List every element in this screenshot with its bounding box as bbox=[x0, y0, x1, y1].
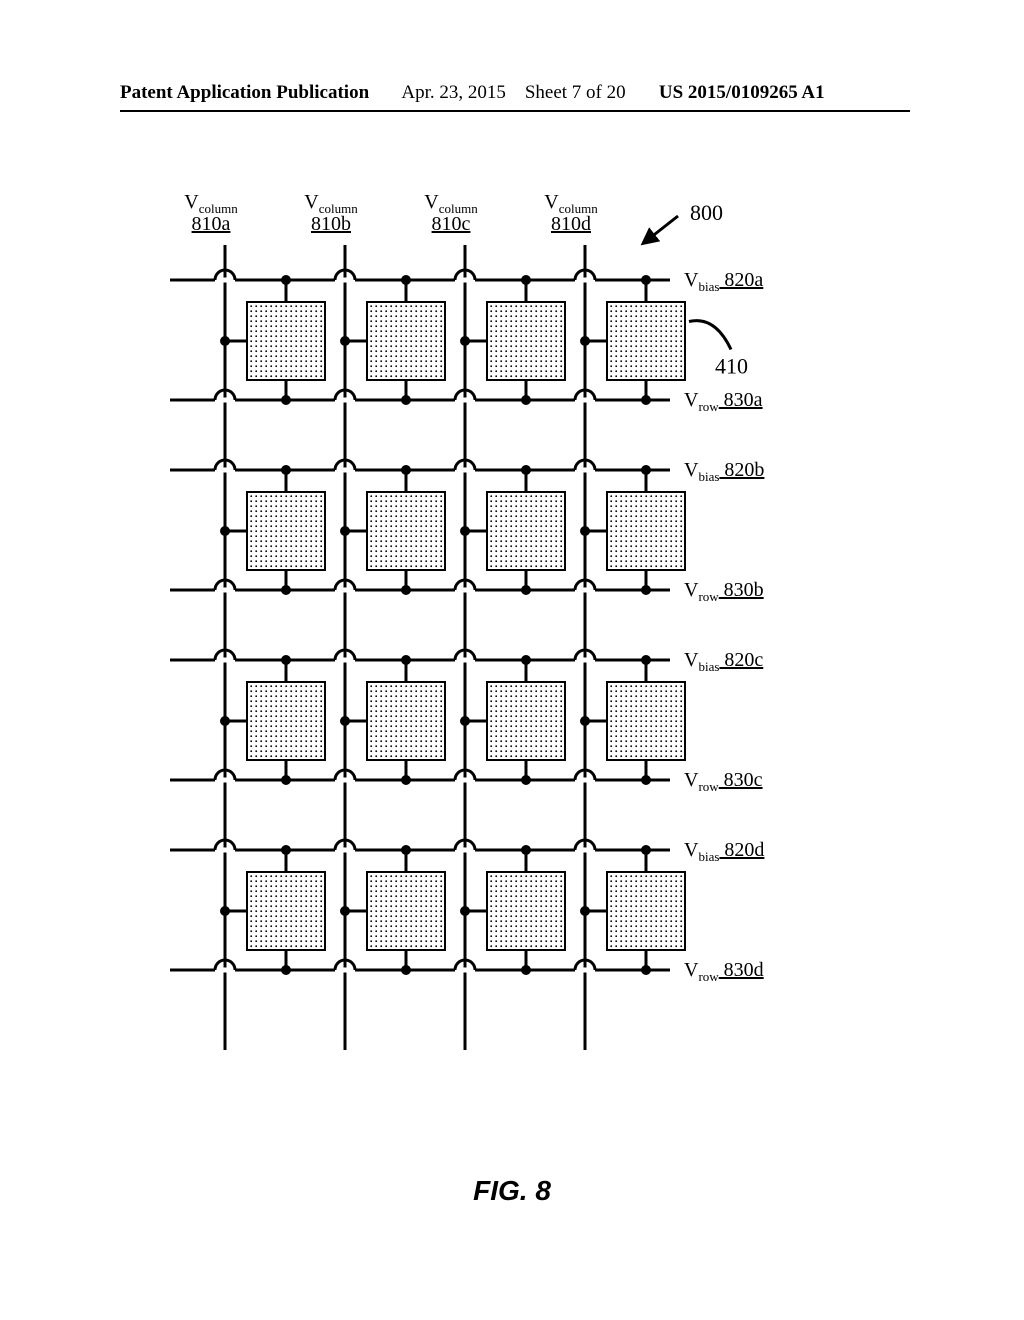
pixel-box bbox=[607, 682, 685, 760]
svg-text:Vrow 830b: Vrow 830b bbox=[684, 579, 764, 604]
svg-text:810c: 810c bbox=[432, 213, 471, 235]
svg-text:Vrow 830a: Vrow 830a bbox=[684, 389, 763, 414]
header-sheet: Sheet 7 of 20 bbox=[525, 82, 626, 103]
pixel-box bbox=[607, 492, 685, 570]
pixel-box bbox=[607, 872, 685, 950]
svg-text:810d: 810d bbox=[551, 213, 591, 235]
svg-text:810a: 810a bbox=[192, 213, 231, 235]
pixel-box bbox=[487, 492, 565, 570]
pixel-box bbox=[247, 302, 325, 380]
svg-text:810b: 810b bbox=[311, 213, 351, 235]
pixel-box bbox=[367, 872, 445, 950]
pixel-box bbox=[247, 682, 325, 760]
figure-caption: FIG. 8 bbox=[0, 1175, 1024, 1207]
pixel-box bbox=[487, 682, 565, 760]
pixel-box bbox=[487, 302, 565, 380]
header-rule bbox=[120, 110, 910, 112]
pixel-box bbox=[487, 872, 565, 950]
svg-text:Vbias 820d: Vbias 820d bbox=[684, 839, 764, 864]
pixel-box bbox=[247, 492, 325, 570]
page-header: Patent Application Publication Apr. 23, … bbox=[0, 82, 1024, 112]
svg-text:Vbias 820a: Vbias 820a bbox=[684, 269, 763, 294]
pixel-box bbox=[367, 682, 445, 760]
svg-text:Vbias 820b: Vbias 820b bbox=[684, 459, 764, 484]
pixel-box bbox=[367, 492, 445, 570]
header-pubnum: US 2015/0109265 A1 bbox=[659, 82, 825, 103]
header-left: Patent Application Publication bbox=[120, 82, 369, 103]
svg-text:Vbias 820c: Vbias 820c bbox=[684, 649, 763, 674]
circuit-diagram: 800Vcolumn810aVcolumn810bVcolumn810cVcol… bbox=[130, 180, 890, 1160]
header-date: Apr. 23, 2015 bbox=[401, 82, 506, 103]
svg-text:Vrow 830c: Vrow 830c bbox=[684, 769, 763, 794]
svg-text:Vrow 830d: Vrow 830d bbox=[684, 959, 764, 984]
pixel-box bbox=[247, 872, 325, 950]
pixel-box bbox=[367, 302, 445, 380]
svg-text:410: 410 bbox=[715, 354, 748, 379]
svg-text:800: 800 bbox=[690, 200, 723, 225]
pixel-box bbox=[607, 302, 685, 380]
